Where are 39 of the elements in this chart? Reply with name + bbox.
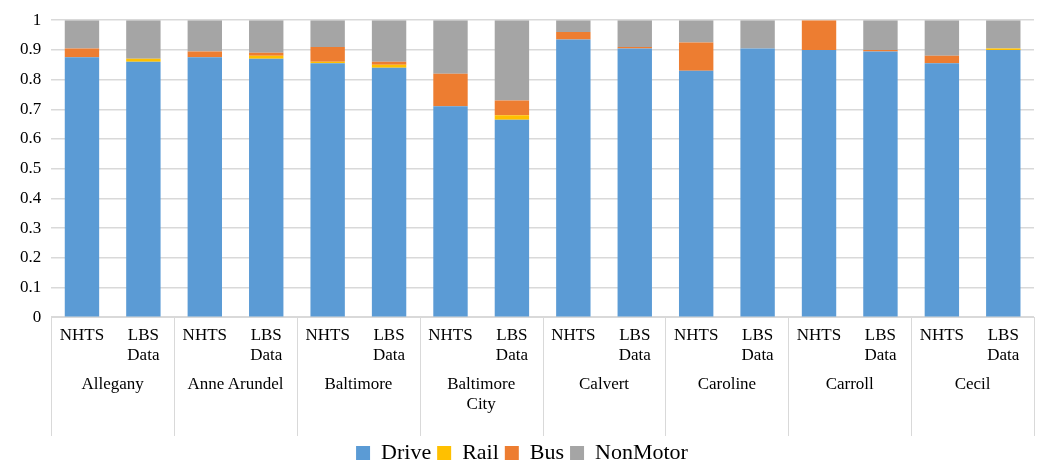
y-tick-label: 0.3: [20, 217, 42, 237]
y-tick-label: 0.4: [20, 187, 42, 207]
text: Baltimore City: [447, 373, 516, 413]
text: Baltimore: [324, 373, 393, 393]
legend-label: NonMotor: [595, 438, 689, 464]
legend-label: Drive: [381, 438, 432, 464]
x-tick-label: NHTS: [796, 324, 842, 344]
text: Caroline: [697, 373, 757, 393]
x-tick-label: LBS Data: [127, 324, 160, 365]
y-tick-label: 0: [32, 306, 42, 326]
x-tick-label: NHTS: [428, 324, 473, 344]
x-tick-label: NHTS: [59, 324, 105, 344]
y-tick-label: 0.2: [20, 247, 42, 267]
x-tick-label: LBS Data: [987, 324, 1020, 365]
x-tick-label: NHTS: [919, 324, 965, 344]
text: Cecil: [954, 373, 991, 393]
y-tick-label: 0.6: [20, 128, 42, 148]
y-tick-label: 1: [32, 9, 42, 29]
y-tick-label: 0.5: [20, 158, 42, 178]
y-tick-label: 0.7: [20, 98, 42, 118]
x-tick-label: LBS Data: [495, 324, 529, 365]
x-tick-label: NHTS: [673, 324, 719, 344]
y-tick-label: 0.9: [20, 39, 42, 59]
legend-label: Rail: [462, 438, 499, 464]
x-tick-label: LBS Data: [373, 324, 406, 365]
text: Anne Arundel: [187, 373, 284, 393]
text: Allegany: [81, 373, 145, 393]
legend-label: Bus: [529, 438, 565, 464]
x-tick-label: LBS Data: [741, 324, 775, 365]
x-tick-label: NHTS: [182, 324, 228, 344]
y-tick-label: 0.1: [20, 276, 42, 296]
text: Calvert: [579, 373, 630, 393]
y-tick-label: 0.8: [20, 69, 42, 89]
x-tick-label: NHTS: [305, 324, 350, 344]
x-tick-label: LBS Data: [250, 324, 283, 365]
text: Carroll: [825, 373, 875, 393]
x-tick-label: NHTS: [551, 324, 596, 344]
x-tick-label: LBS Data: [864, 324, 897, 365]
x-tick-label: LBS Data: [618, 324, 652, 365]
